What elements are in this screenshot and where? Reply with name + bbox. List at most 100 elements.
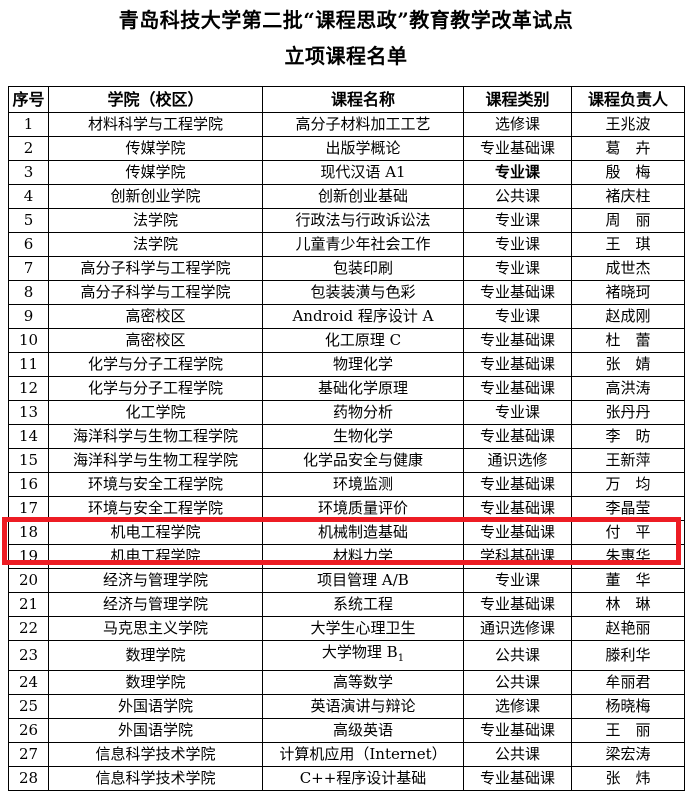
cell-school: 经济与管理学院 (48, 592, 263, 617)
table-row: 28 信息科学技术学院 C++程序设计基础 专业基础课张 炜 (8, 766, 685, 791)
cell-course: 大学物理 B1 (262, 640, 464, 671)
cell-course: 系统工程 (262, 592, 464, 617)
cell-school: 机电工程学院 (48, 520, 263, 545)
cell-school: 数理学院 (48, 640, 263, 671)
cell-course: 现代汉语 A1 (262, 160, 464, 185)
cell-course: 高级英语 (262, 718, 464, 743)
cell-school: 高密校区 (48, 328, 263, 353)
cell-course: 包装装潢与色彩 (262, 280, 464, 305)
cell-type: 专业课 (463, 400, 572, 425)
cell-course: 高等数学 (262, 670, 464, 695)
cell-course: 生物化学 (262, 424, 464, 449)
table-row: 24 数理学院 高等数学 公共课 牟丽君 (8, 670, 685, 695)
table-row: 5 法学院 行政法与行政诉讼法 专业课周 丽 (8, 208, 685, 233)
cell-index: 27 (8, 742, 49, 767)
cell-school: 化学与分子工程学院 (48, 352, 263, 377)
cell-owner: 朱惠华 (571, 544, 685, 569)
cell-type: 专业课 (463, 208, 572, 233)
cell-type: 专业课 (463, 256, 572, 281)
cell-index: 5 (8, 208, 49, 233)
cell-owner: 王 琪 (571, 232, 685, 257)
cell-owner: 赵成刚 (571, 304, 685, 329)
cell-course: 英语演讲与辩论 (262, 694, 464, 719)
cell-course: 化工原理 C (262, 328, 464, 353)
cell-school: 外国语学院 (48, 718, 263, 743)
cell-index: 7 (8, 256, 49, 281)
cell-school: 传媒学院 (48, 160, 263, 185)
table-row: 1 材料科学与工程学院 高分子材料加工工艺 选修课 王兆波 (8, 112, 685, 137)
cell-course: 药物分析 (262, 400, 464, 425)
cell-school: 化学与分子工程学院 (48, 376, 263, 401)
cell-school: 机电工程学院 (48, 544, 263, 569)
column-header-type: 课程类别 (463, 86, 572, 113)
cell-school: 海洋科学与生物工程学院 (48, 424, 263, 449)
table-row: 25 外国语学院 英语演讲与辩论 选修课 杨晓梅 (8, 694, 685, 719)
course-list-table: 序号 学院（校区） 课程名称 课程类别 课程负责人 1 材料科学与工程学院 高分子材… (8, 86, 685, 791)
cell-index: 28 (8, 766, 49, 791)
cell-index: 2 (8, 136, 49, 161)
cell-owner: 葛 卉 (571, 136, 685, 161)
cell-type: 通识选修课 (463, 616, 572, 641)
cell-index: 17 (8, 496, 49, 521)
cell-owner: 张 婧 (571, 352, 685, 377)
cell-index: 15 (8, 448, 49, 473)
cell-course: 基础化学原理 (262, 376, 464, 401)
cell-school: 外国语学院 (48, 694, 263, 719)
cell-school: 创新创业学院 (48, 184, 263, 209)
table-row: 19 机电工程学院 材料力学 学科基础课 朱惠华 (8, 544, 685, 569)
cell-course: 包装印刷 (262, 256, 464, 281)
table-row: 12 化学与分子工程学院 基础化学原理 专业基础课 高洪涛 (8, 376, 685, 401)
cell-school: 法学院 (48, 208, 263, 233)
cell-school: 材料科学与工程学院 (48, 112, 263, 137)
table-row: 20 经济与管理学院 项目管理 A/B 专业课董 华 (8, 568, 685, 593)
cell-type: 专业基础课 (463, 424, 572, 449)
cell-type: 专业基础课 (463, 472, 572, 497)
cell-school: 化工学院 (48, 400, 263, 425)
table-row: 16 环境与安全工程学院 环境监测 专业基础课万 均 (8, 472, 685, 497)
cell-course: 儿童青少年社会工作 (262, 232, 464, 257)
cell-index: 25 (8, 694, 49, 719)
table-row: 22 马克思主义学院 大学生心理卫生 通识选修课 赵艳丽 (8, 616, 685, 641)
cell-owner: 杜 蕾 (571, 328, 685, 353)
cell-owner: 成世杰 (571, 256, 685, 281)
cell-type: 专业基础课 (463, 496, 572, 521)
cell-index: 26 (8, 718, 49, 743)
cell-school: 高分子科学与工程学院 (48, 256, 263, 281)
column-header-owner: 课程负责人 (571, 86, 685, 113)
cell-course: Android 程序设计 A (262, 304, 464, 329)
cell-type: 通识选修 (463, 448, 572, 473)
cell-type: 公共课 (463, 670, 572, 695)
cell-index: 10 (8, 328, 49, 353)
table-header-row: 序号 学院（校区） 课程名称 课程类别 课程负责人 (8, 86, 685, 113)
cell-index: 6 (8, 232, 49, 257)
cell-owner: 万 均 (571, 472, 685, 497)
cell-type: 公共课 (463, 742, 572, 767)
table-row: 9 高密校区 Android 程序设计 A 专业课 赵成刚 (8, 304, 685, 329)
cell-owner: 张 炜 (571, 766, 685, 791)
cell-type: 专业基础课 (463, 136, 572, 161)
table-row: 2 传媒学院 出版学概论 专业基础课葛 卉 (8, 136, 685, 161)
cell-owner: 王新萍 (571, 448, 685, 473)
table-row: 15 海洋科学与生物工程学院 化学品安全与健康 通识选修 王新萍 (8, 448, 685, 473)
cell-owner: 赵艳丽 (571, 616, 685, 641)
cell-school: 环境与安全工程学院 (48, 472, 263, 497)
column-header-school: 学院（校区） (48, 86, 263, 113)
cell-type: 选修课 (463, 112, 572, 137)
cell-owner: 梁宏涛 (571, 742, 685, 767)
table-row: 8 高分子科学与工程学院 包装装潢与色彩 专业基础课 褚晓珂 (8, 280, 685, 305)
cell-course: 环境质量评价 (262, 496, 464, 521)
cell-index: 18 (8, 520, 49, 545)
cell-owner: 李晶莹 (571, 496, 685, 521)
cell-type: 专业基础课 (463, 718, 572, 743)
cell-owner: 王 丽 (571, 718, 685, 743)
cell-type: 选修课 (463, 694, 572, 719)
table-row: 6 法学院 儿童青少年社会工作 专业课王 琪 (8, 232, 685, 257)
table-row: 27 信息科学技术学院 计算机应用（Internet） 公共课 梁宏涛 (8, 742, 685, 767)
cell-owner: 李 昉 (571, 424, 685, 449)
column-header-course: 课程名称 (262, 86, 464, 113)
cell-course: 高分子材料加工工艺 (262, 112, 464, 137)
table-row: 21 经济与管理学院 系统工程 专业基础课林 琳 (8, 592, 685, 617)
cell-course: 化学品安全与健康 (262, 448, 464, 473)
cell-type: 专业基础课 (463, 520, 572, 545)
cell-type: 专业基础课 (463, 592, 572, 617)
